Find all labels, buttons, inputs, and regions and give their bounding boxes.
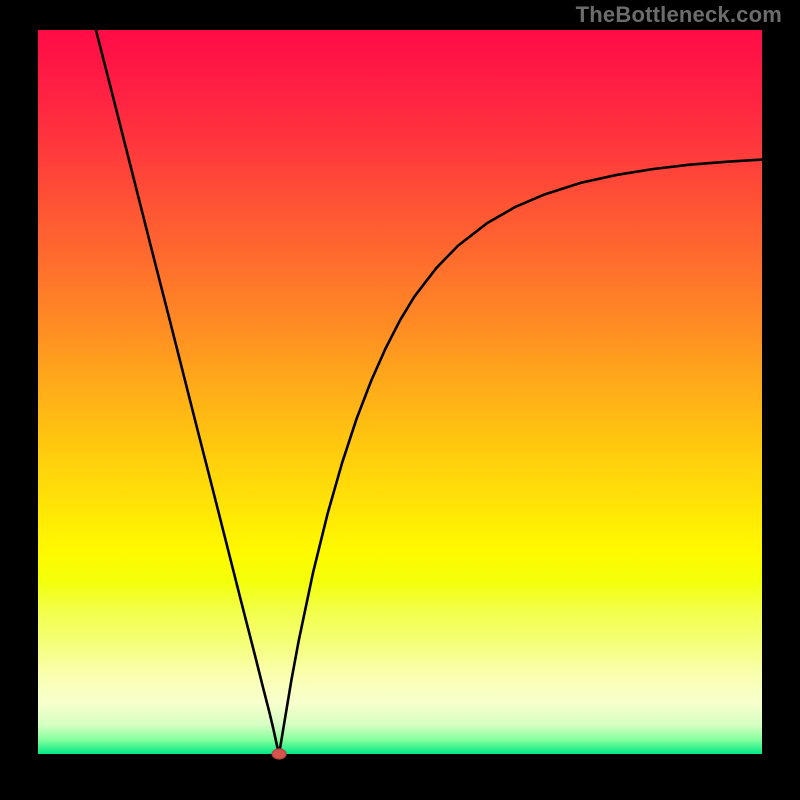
chart-frame: TheBottleneck.com [0, 0, 800, 800]
bottleneck-chart [0, 0, 800, 800]
plot-background [38, 30, 762, 754]
sweet-spot-marker [272, 749, 286, 759]
watermark-text: TheBottleneck.com [576, 2, 782, 28]
